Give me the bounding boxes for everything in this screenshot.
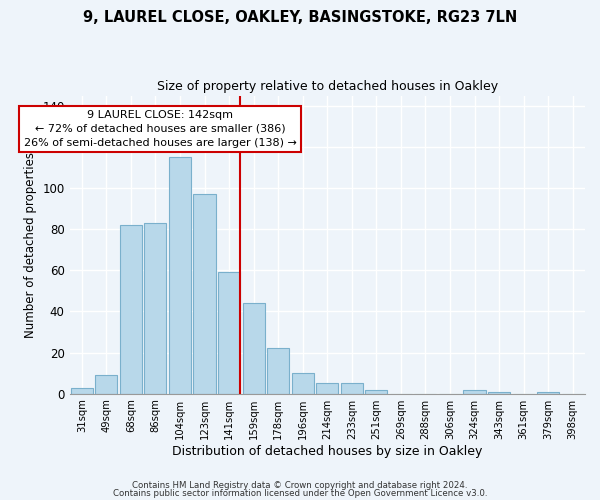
Bar — [463, 390, 485, 394]
Bar — [145, 223, 166, 394]
Bar — [95, 375, 118, 394]
Bar — [218, 272, 240, 394]
Text: Contains HM Land Registry data © Crown copyright and database right 2024.: Contains HM Land Registry data © Crown c… — [132, 481, 468, 490]
Bar — [537, 392, 559, 394]
Bar — [488, 392, 510, 394]
Bar — [193, 194, 215, 394]
Title: Size of property relative to detached houses in Oakley: Size of property relative to detached ho… — [157, 80, 498, 93]
X-axis label: Distribution of detached houses by size in Oakley: Distribution of detached houses by size … — [172, 444, 482, 458]
Text: 9 LAUREL CLOSE: 142sqm
← 72% of detached houses are smaller (386)
26% of semi-de: 9 LAUREL CLOSE: 142sqm ← 72% of detached… — [24, 110, 297, 148]
Bar — [365, 390, 388, 394]
Y-axis label: Number of detached properties: Number of detached properties — [24, 152, 37, 338]
Bar — [169, 157, 191, 394]
Bar — [267, 348, 289, 394]
Bar — [292, 373, 314, 394]
Bar — [341, 384, 363, 394]
Bar — [242, 303, 265, 394]
Text: 9, LAUREL CLOSE, OAKLEY, BASINGSTOKE, RG23 7LN: 9, LAUREL CLOSE, OAKLEY, BASINGSTOKE, RG… — [83, 10, 517, 25]
Bar — [71, 388, 93, 394]
Text: Contains public sector information licensed under the Open Government Licence v3: Contains public sector information licen… — [113, 488, 487, 498]
Bar — [316, 384, 338, 394]
Bar — [120, 225, 142, 394]
